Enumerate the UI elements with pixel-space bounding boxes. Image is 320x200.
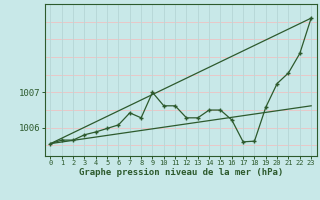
X-axis label: Graphe pression niveau de la mer (hPa): Graphe pression niveau de la mer (hPa) bbox=[79, 168, 283, 177]
